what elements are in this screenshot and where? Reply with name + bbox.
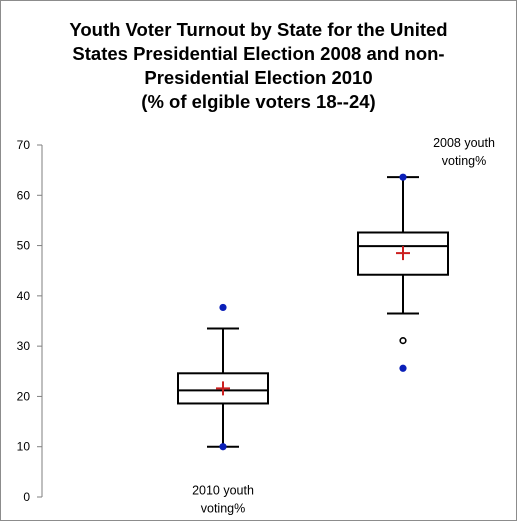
chart-title: Youth Voter Turnout by State for the Uni… <box>21 18 496 114</box>
min-marker <box>219 443 227 451</box>
y-tick-label: 30 <box>17 339 31 353</box>
y-tick-label: 10 <box>17 440 31 454</box>
y-tick-label: 60 <box>17 188 31 202</box>
y-tick-label: 20 <box>17 389 31 403</box>
chart-title-line-2: States Presidential Election 2008 and no… <box>72 43 445 64</box>
chart-title-line-1: Youth Voter Turnout by State for the Uni… <box>69 19 448 40</box>
outlier-point <box>399 337 407 345</box>
y-tick-label: 50 <box>17 239 31 253</box>
y-tick-label: 0 <box>23 490 30 504</box>
box-label: voting% <box>201 502 245 516</box>
box-label: 2008 youth <box>433 136 495 150</box>
chart-title-line-3: Presidential Election 2010 <box>144 67 373 88</box>
box-label: voting% <box>442 154 486 168</box>
min-marker <box>399 364 407 372</box>
max-marker <box>219 303 227 312</box>
max-marker <box>399 173 407 181</box>
y-tick-label: 40 <box>17 289 31 303</box>
box-label: 2010 youth <box>192 484 254 498</box>
y-tick-label: 70 <box>17 138 31 152</box>
chart-title-line-4: (% of elgible voters 18--24) <box>141 91 376 112</box>
